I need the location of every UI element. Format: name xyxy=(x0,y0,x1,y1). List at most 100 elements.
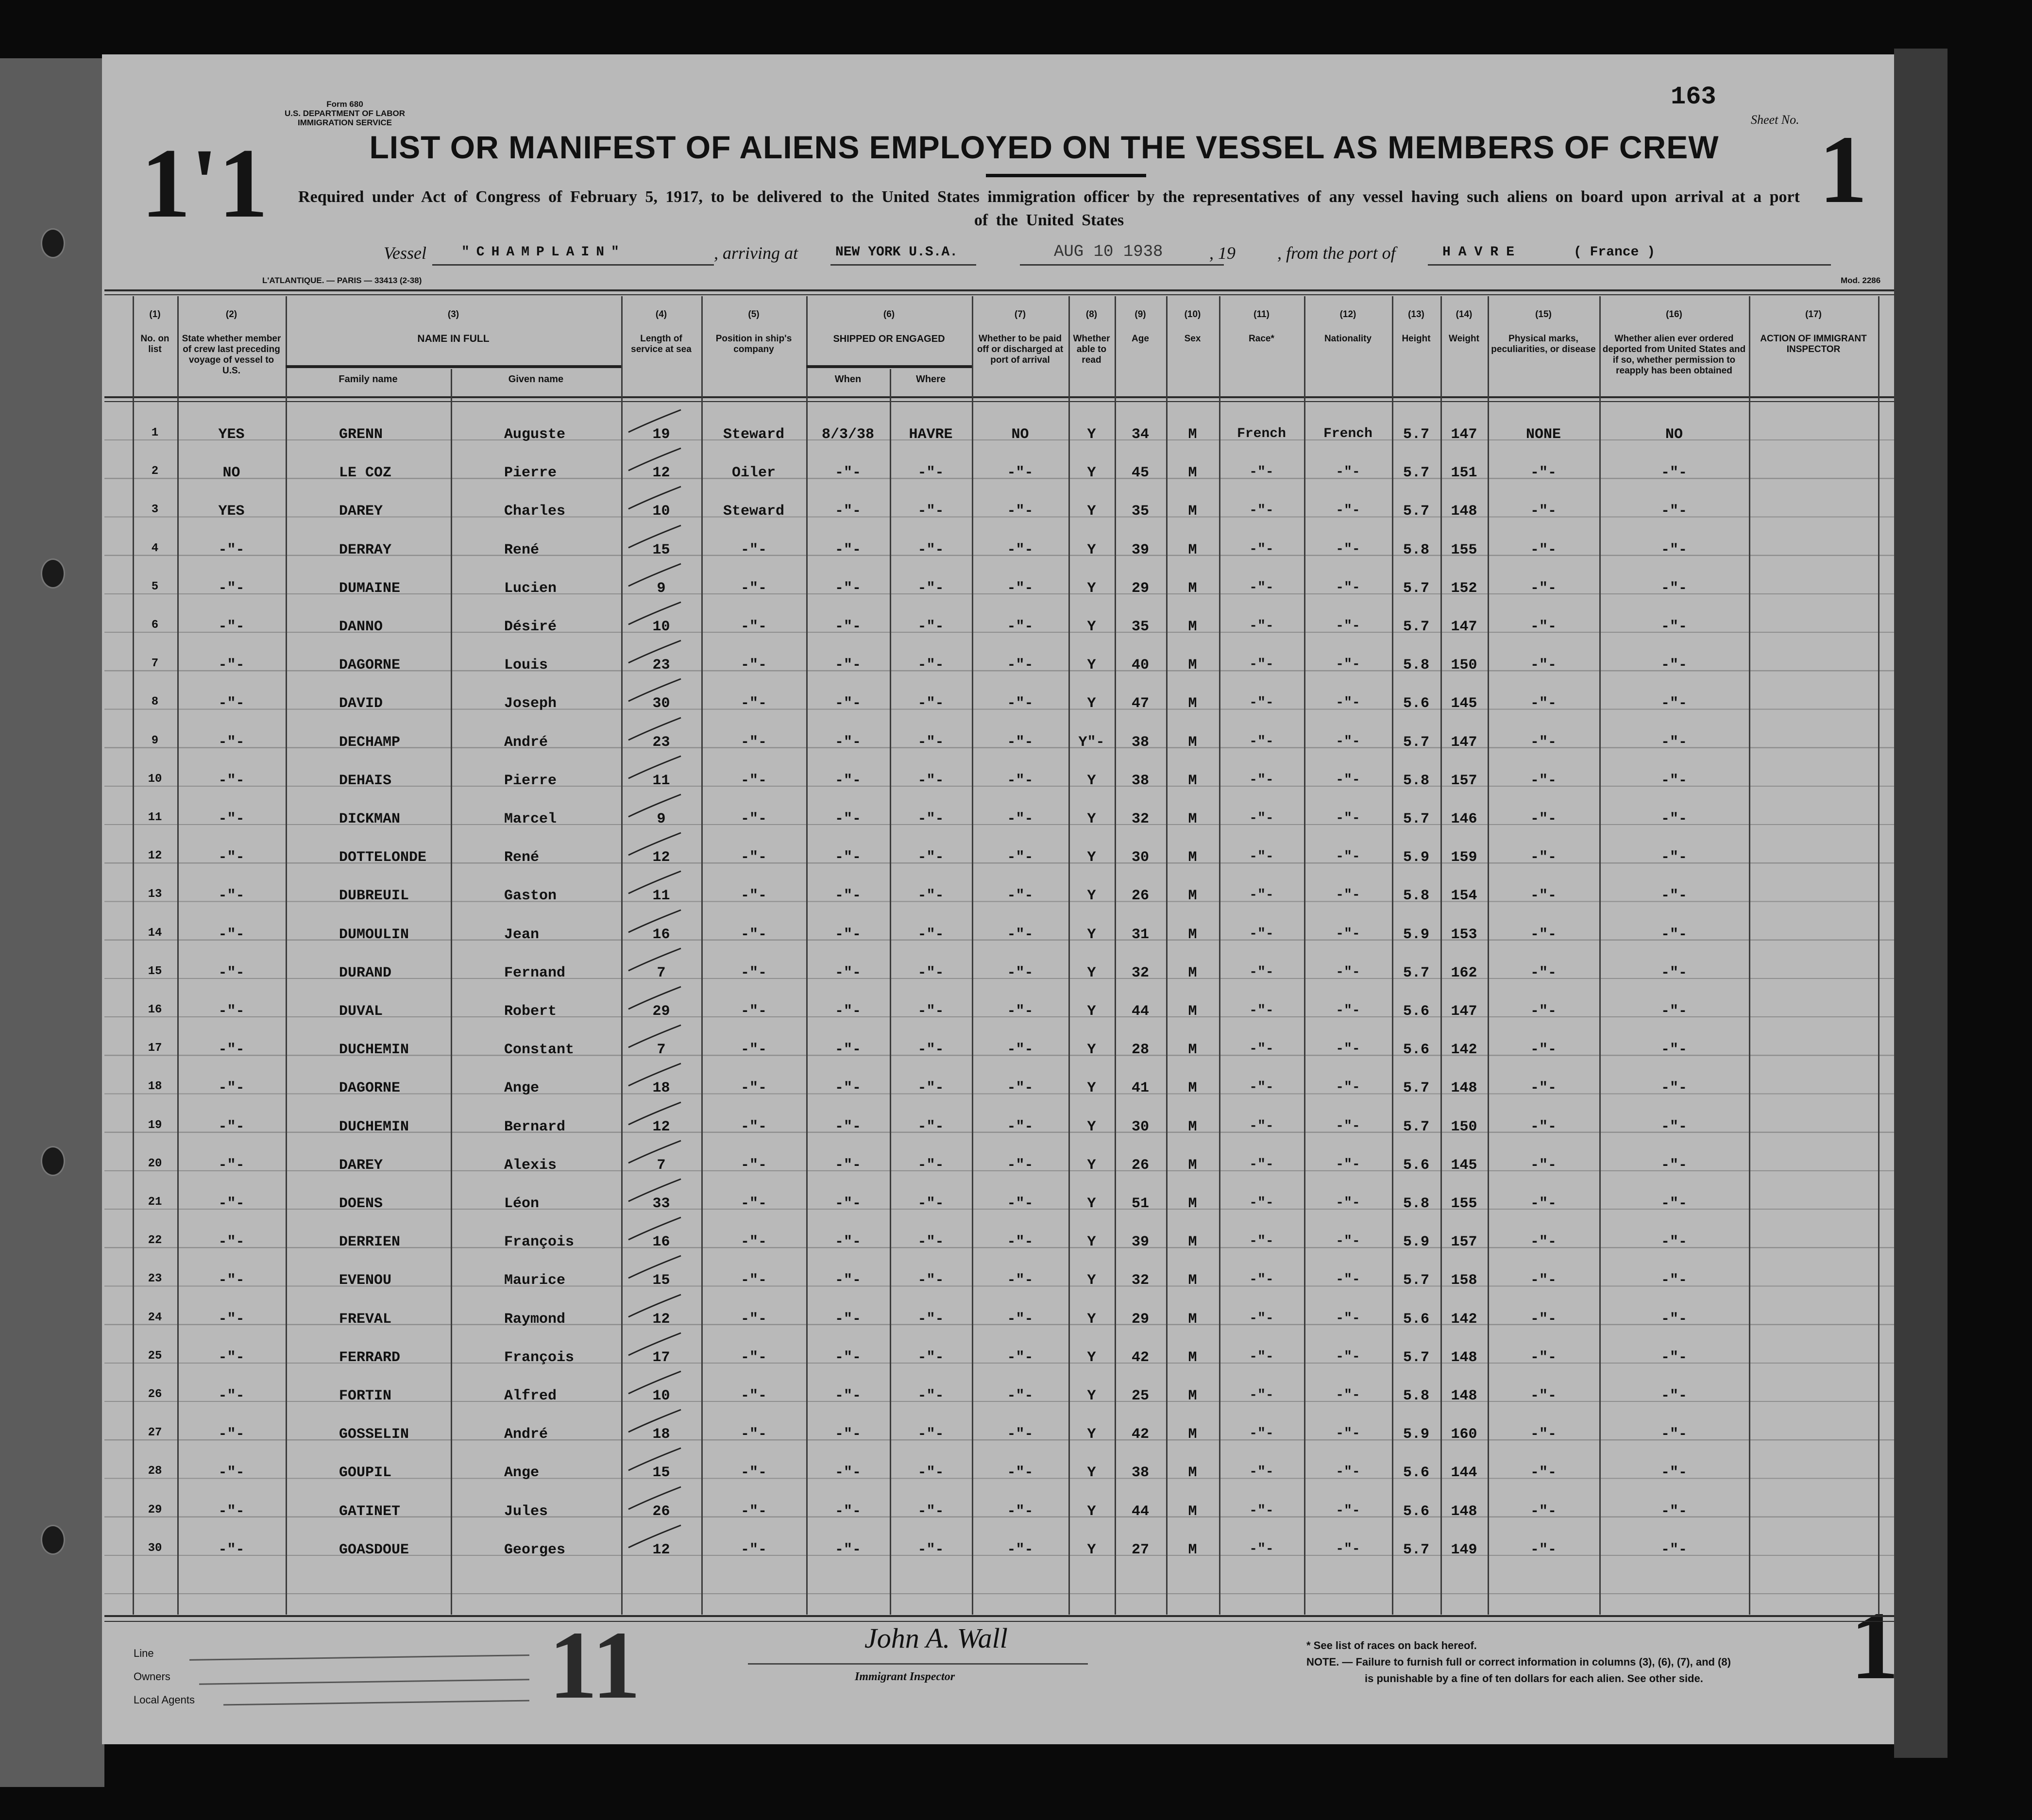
cell-paid: -"- xyxy=(1007,619,1033,635)
cell-race: -"- xyxy=(1249,1503,1274,1518)
punch-hole xyxy=(41,1146,65,1176)
cell-given: Louis xyxy=(504,657,548,674)
cell-race: -"- xyxy=(1249,734,1274,749)
column-label: Weight xyxy=(1449,334,1479,344)
cell-when: -"- xyxy=(834,695,861,712)
table-row: 29 -"- GATINET Jules 26 -"- -"- -"- -"- Y 44 M -"- -"… xyxy=(0,1486,2032,1533)
cell-paid: -"- xyxy=(1007,657,1033,674)
sheet-mark-top-right: 1 xyxy=(1819,116,1867,223)
cell-given: Ange xyxy=(504,1465,540,1482)
check-stroke-icon xyxy=(628,1178,681,1202)
cell-crew: -"- xyxy=(218,580,245,597)
cell-weight: 144 xyxy=(1451,1465,1477,1482)
cell-marks: -"- xyxy=(1530,695,1557,712)
cell-crew: -"- xyxy=(218,1272,245,1289)
cell-read: Y xyxy=(1087,1118,1096,1135)
cell-no: 18 xyxy=(148,1080,162,1094)
cell-no: 14 xyxy=(148,926,162,940)
cell-sex: M xyxy=(1188,772,1197,789)
cell-no: 21 xyxy=(148,1196,162,1209)
table-row: 2 NO LE COZ Pierre 12 Oiler -"- -"- -"- Y 45 M -"- -"… xyxy=(0,447,2032,494)
cell-position: Oiler xyxy=(731,465,776,482)
cell-deported: -"- xyxy=(1660,1042,1687,1059)
cell-read: Y xyxy=(1087,964,1096,981)
cell-position: -"- xyxy=(740,1272,767,1289)
cell-marks: NONE xyxy=(1525,426,1561,443)
cell-height: 5.6 xyxy=(1403,695,1429,712)
cell-race: -"- xyxy=(1249,1157,1274,1172)
column-divider xyxy=(1488,296,1489,1615)
sheet-mark-bottom-right: 1 xyxy=(1850,1592,1899,1700)
cell-when: -"- xyxy=(834,1388,861,1404)
sheet-mark-bottom-left: 11 xyxy=(549,1612,641,1719)
cell-nationality: -"- xyxy=(1336,926,1360,942)
table-row: 15 -"- DURAND Fernand 7 -"- -"- -"- -"- Y 32 M -"- -"… xyxy=(0,947,2032,994)
cell-service: 10 xyxy=(652,1388,670,1404)
cell-deported: -"- xyxy=(1660,695,1687,712)
cell-paid: -"- xyxy=(1007,849,1033,866)
cell-when: -"- xyxy=(834,811,861,827)
cell-age: 32 xyxy=(1131,1272,1149,1289)
cell-family: LE COZ xyxy=(339,465,392,482)
header-rule xyxy=(104,294,1894,295)
cell-no: 10 xyxy=(148,772,162,786)
cell-read: Y xyxy=(1087,926,1096,943)
cell-weight: 153 xyxy=(1451,926,1477,943)
punch-hole xyxy=(41,228,65,258)
cell-position: -"- xyxy=(740,1503,767,1520)
cell-deported: -"- xyxy=(1660,1234,1687,1251)
cell-race: -"- xyxy=(1249,1003,1274,1018)
cell-deported: -"- xyxy=(1660,1157,1687,1174)
cell-crew: -"- xyxy=(218,1311,245,1328)
check-stroke-icon xyxy=(628,1062,681,1087)
cell-marks: -"- xyxy=(1530,926,1557,943)
check-stroke-icon xyxy=(628,1370,681,1395)
column-header-6: (6) SHIPPED OR ENGAGED xyxy=(806,297,972,394)
cell-when: -"- xyxy=(834,1003,861,1020)
cell-age: 38 xyxy=(1131,734,1149,751)
header-rule xyxy=(104,396,1894,398)
cell-where: -"- xyxy=(917,503,944,520)
column-divider xyxy=(1599,296,1601,1615)
cell-given: Jules xyxy=(504,1503,548,1520)
cell-age: 51 xyxy=(1131,1196,1149,1212)
cell-when: -"- xyxy=(834,1311,861,1328)
cell-marks: -"- xyxy=(1530,503,1557,520)
cell-height: 5.7 xyxy=(1403,1349,1429,1366)
cell-age: 30 xyxy=(1131,1118,1149,1135)
cell-when: -"- xyxy=(834,1465,861,1482)
cell-family: DOENS xyxy=(339,1196,383,1212)
cell-crew: -"- xyxy=(218,1003,245,1020)
cell-when: 8/3/38 xyxy=(821,426,875,443)
cell-paid: -"- xyxy=(1007,541,1033,558)
cell-marks: -"- xyxy=(1530,657,1557,674)
cell-family: DEHAIS xyxy=(339,772,392,789)
cell-marks: -"- xyxy=(1530,541,1557,558)
cell-read: Y xyxy=(1087,1541,1096,1558)
cell-crew: -"- xyxy=(218,1503,245,1520)
cell-where: -"- xyxy=(917,1157,944,1174)
cell-height: 5.6 xyxy=(1403,1042,1429,1059)
cell-weight: 159 xyxy=(1451,849,1477,866)
check-stroke-icon xyxy=(628,1447,681,1471)
cell-race: -"- xyxy=(1249,465,1274,480)
cell-weight: 149 xyxy=(1451,1541,1477,1558)
cell-read: Y xyxy=(1087,580,1096,597)
cell-paid: -"- xyxy=(1007,1080,1033,1097)
service: IMMIGRATION SERVICE xyxy=(298,118,392,127)
check-stroke-icon xyxy=(628,1294,681,1317)
cell-read: Y xyxy=(1087,1465,1096,1482)
column-divider xyxy=(1878,296,1880,1615)
cell-marks: -"- xyxy=(1530,619,1557,635)
cell-weight: 147 xyxy=(1451,426,1477,443)
check-stroke-icon xyxy=(628,486,681,510)
table-row: 25 -"- FERRARD François 17 -"- -"- -"- -"- Y 42 M -"… xyxy=(0,1332,2032,1379)
cell-no: 5 xyxy=(151,580,159,593)
cell-height: 5.7 xyxy=(1403,1272,1429,1289)
cell-given: Joseph xyxy=(504,695,557,712)
cell-position: -"- xyxy=(740,964,767,981)
cell-age: 25 xyxy=(1131,1388,1149,1404)
cell-family: DAREY xyxy=(339,1157,383,1174)
column-divider xyxy=(177,296,179,1615)
cell-position: Steward xyxy=(723,426,785,443)
